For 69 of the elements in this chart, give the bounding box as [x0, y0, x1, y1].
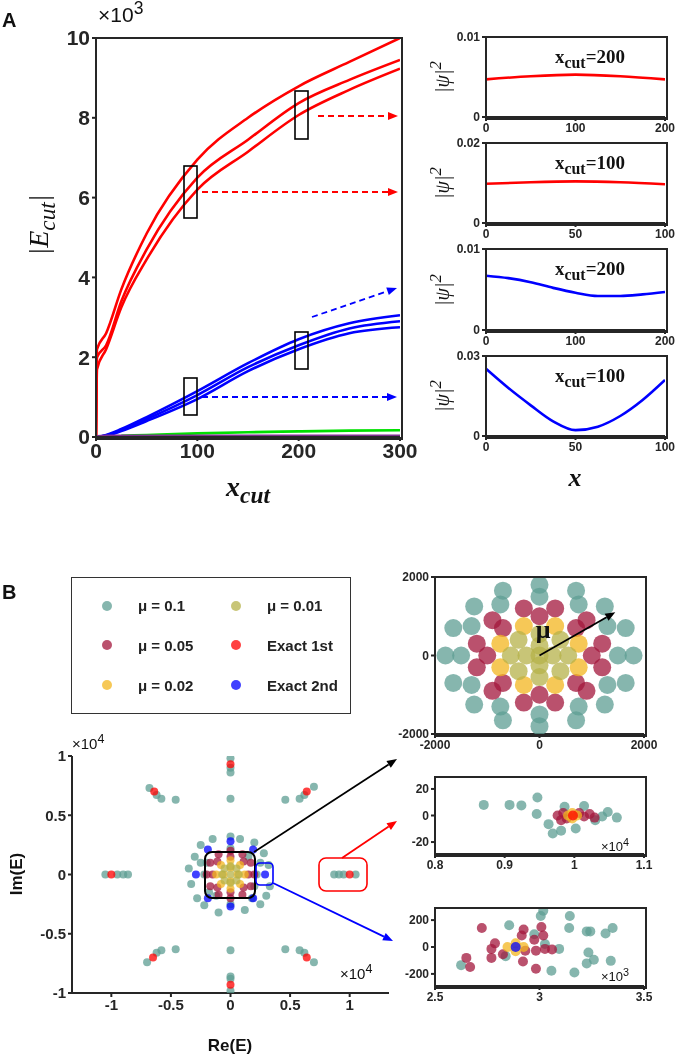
x-axis-title: x — [568, 463, 582, 492]
x-tick-label: 100 — [654, 226, 676, 241]
legend-label: Exact 1st — [267, 636, 333, 654]
y-tick-label: 0 — [473, 110, 481, 125]
y-tick-label: 0.02 — [456, 136, 481, 151]
annotation: x$_{cut}$=100 — [555, 365, 625, 390]
y-tick-label: 0.03 — [456, 349, 481, 364]
annotation: x$_{cut}$=200 — [555, 46, 625, 71]
y-tick-label: 0.01 — [456, 30, 481, 45]
text: B — [2, 581, 17, 603]
x-tick-label: 50 — [568, 226, 583, 241]
y-tick-label: 20 — [415, 782, 430, 797]
x-tick-label: 2000 — [630, 737, 658, 752]
y-tick-label: 0 — [473, 216, 481, 231]
annotation: ×10$^{3}$ — [601, 966, 630, 985]
legend-label: μ = 0.02 — [138, 676, 194, 694]
x-tick-label: 0 — [536, 737, 544, 752]
x-tick-label: 200 — [654, 120, 676, 135]
y-tick-label: -200 — [404, 967, 430, 982]
x-tick-label: 100 — [179, 438, 215, 462]
y-tick-label: -0.5 — [40, 925, 66, 943]
y-tick-label: 0 — [473, 323, 481, 338]
x-tick-label: 3.5 — [635, 989, 653, 1004]
y-tick-label: 6 — [78, 186, 90, 210]
annotation: x$_{cut}$=200 — [555, 258, 625, 283]
annotation: μ — [535, 615, 551, 644]
text: ×10$^{4}$ — [72, 732, 105, 752]
y-tick-label: 8 — [78, 106, 91, 130]
x-tick-label: 50 — [568, 439, 583, 454]
y-tick-label: 0 — [422, 808, 430, 823]
x-tick-label: 100 — [565, 333, 586, 348]
x-tick-label: 3 — [536, 989, 544, 1004]
y-tick-label: -20 — [411, 835, 430, 850]
x-tick-label: 0.8 — [426, 857, 444, 872]
x-tick-label: 1.1 — [635, 857, 653, 872]
legend-label: Exact 2nd — [267, 676, 338, 694]
x-tick-label: 1 — [345, 995, 354, 1013]
x-axis-title: x$_{cut}$ — [226, 471, 270, 508]
x-tick-label: -0.5 — [157, 995, 184, 1013]
legend-label: μ = 0.01 — [267, 597, 323, 615]
x-tick-label: 100 — [654, 439, 676, 454]
x-tick-label: -1 — [104, 995, 118, 1013]
x-tick-label: 300 — [382, 438, 418, 462]
y-tick-label: 0 — [422, 648, 430, 663]
x-tick-label: 0 — [226, 995, 235, 1013]
x-tick-label: 0.9 — [496, 857, 514, 872]
legend-label: μ = 0.1 — [138, 597, 186, 615]
y-tick-label: 2 — [78, 345, 90, 369]
x-tick-label: 2.5 — [426, 989, 444, 1004]
text: A — [2, 9, 17, 31]
x-tick-label: 0.5 — [279, 995, 301, 1013]
y-tick-label: 10 — [66, 26, 90, 50]
annotation: ×10$^{4}$ — [601, 836, 630, 855]
y-axis-title: Im(E) — [6, 852, 26, 896]
x-tick-label: 1 — [570, 857, 578, 872]
y-tick-label: 0.01 — [456, 242, 481, 257]
y-tick-label: 0 — [422, 940, 430, 955]
annotation: x$_{cut}$=100 — [555, 152, 625, 177]
annotation: ×10$^{4}$ — [340, 962, 373, 982]
text: ×10$^{3}$ — [98, 0, 144, 26]
x-tick-label: 100 — [565, 120, 586, 135]
y-tick-label: 200 — [408, 913, 430, 928]
y-tick-label: 4 — [78, 265, 91, 289]
x-tick-label: 200 — [654, 333, 676, 348]
legend-label: μ = 0.05 — [138, 636, 194, 654]
x-axis-title: Re(E) — [207, 1035, 253, 1055]
y-tick-label: 2000 — [402, 570, 430, 585]
y-tick-label: 0.5 — [45, 806, 66, 824]
x-tick-label: 200 — [281, 438, 317, 462]
